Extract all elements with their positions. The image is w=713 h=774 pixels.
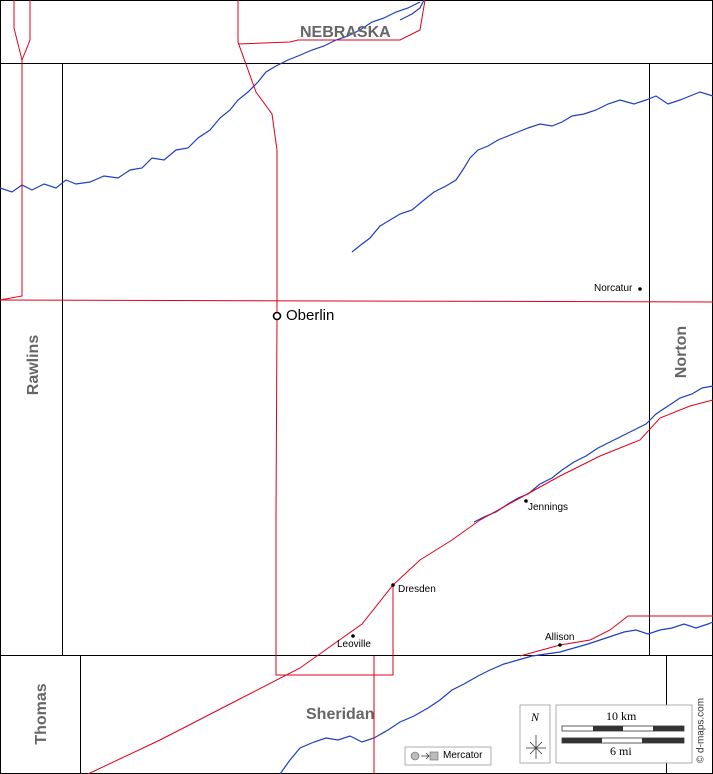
label-allison: Allison: [545, 632, 575, 643]
globe-icon: [410, 751, 420, 761]
road-allison: [519, 615, 713, 657]
label-thomas: Thomas: [33, 683, 50, 745]
river-north-upper: [399, 0, 425, 21]
road-nw-connector: [21, 0, 31, 61]
marker-oberlin: [272, 311, 282, 321]
county-borders: [0, 63, 713, 774]
marker-norcatur: [638, 287, 642, 291]
road-west-loop: [0, 0, 23, 301]
arrow-right-icon: [421, 752, 430, 760]
label-nebraska: NEBRASKA: [300, 24, 391, 41]
marker-allison: [558, 643, 562, 647]
scale-bars: [561, 725, 685, 744]
legend-graphics: [404, 704, 693, 766]
scale-mi-label: 6 mi: [610, 744, 632, 758]
marker-dresden: [391, 583, 395, 587]
label-jennings: Jennings: [528, 502, 569, 513]
river-south: [279, 621, 713, 774]
label-rawlins: Rawlins: [25, 334, 42, 396]
marker-leoville: [351, 634, 355, 638]
compass-rose-icon: [526, 735, 546, 759]
label-leoville: Leoville: [337, 639, 371, 650]
compass-box: [519, 704, 551, 764]
road-northeast: [237, 0, 426, 45]
label-norcatur: Norcatur: [594, 283, 633, 294]
marker-jennings: [524, 499, 528, 503]
town-markers: [272, 287, 642, 647]
scale-box: [555, 704, 693, 764]
river-sappa-creek: [351, 91, 713, 253]
road-us-83: [237, 0, 394, 676]
road-dresden-diagonal: [87, 399, 713, 774]
projection-label: Mercator: [443, 750, 483, 761]
scale-km-label: 10 km: [606, 709, 637, 723]
river-beaver-creek: [0, 1, 421, 193]
label-dresden: Dresden: [398, 584, 436, 595]
projection-box: [404, 746, 492, 766]
label-norton: Norton: [673, 325, 690, 379]
label-sheridan: Sheridan: [306, 706, 375, 723]
flat-map-icon: [429, 751, 439, 761]
north-label: N: [531, 710, 540, 724]
credit-label: © d-maps.com: [695, 697, 707, 764]
river-prairie-dog-creek: [473, 385, 713, 523]
road-us-36: [0, 299, 713, 303]
label-oberlin: Oberlin: [286, 307, 335, 324]
